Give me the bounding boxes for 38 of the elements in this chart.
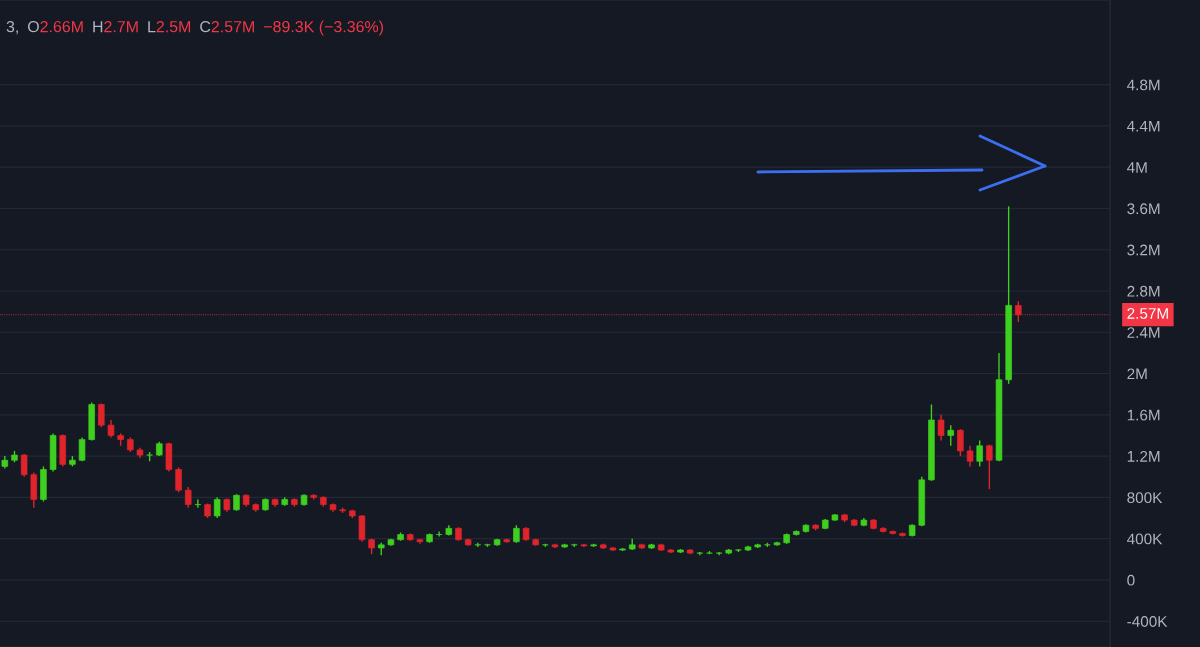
ref-line-label: 2.57M (1127, 308, 1168, 319)
candlestick (976, 439, 983, 468)
candlestick (966, 445, 974, 468)
annotation: −89.3K (−3.36%) (264, 20, 384, 36)
candlestick (213, 496, 221, 519)
annotation: 3, (6, 20, 18, 35)
annotation: 2.66M (40, 20, 83, 33)
candlestick (20, 453, 28, 478)
annotation: 2.57M (211, 20, 254, 33)
candlestick (175, 466, 182, 493)
annotation: C (200, 20, 211, 33)
candlestick (947, 424, 954, 447)
y-tick-label: 2M (1127, 368, 1147, 380)
annotation: L (148, 21, 156, 33)
y-tick-label: 1.2M (1127, 450, 1160, 462)
y-tick-label: 4M (1127, 162, 1147, 173)
candlestick (937, 414, 945, 442)
annotation: 2.7M (104, 20, 138, 33)
candlestick (1015, 300, 1022, 323)
annotation: O (28, 20, 39, 33)
candlestick (184, 486, 192, 509)
candlestick (957, 428, 964, 457)
candlestick (98, 402, 105, 428)
y-tick-label: 3.6M (1127, 203, 1160, 215)
y-tick-label: 2.8M (1127, 285, 1160, 297)
y-tick-label: 3.2M (1127, 244, 1160, 256)
y-tick-label: 400K (1127, 533, 1163, 545)
annotation: 2.5M (156, 20, 191, 33)
y-tick-label: -400K (1127, 616, 1168, 627)
candlestick (986, 444, 993, 490)
annotation: H (93, 21, 103, 33)
y-tick-label: 1.6M (1127, 409, 1160, 421)
candlestick (358, 514, 366, 543)
y-tick-label: 4.4M (1127, 120, 1160, 132)
y-tick-label: 800K (1127, 492, 1163, 504)
y-tick-label: 0 (1127, 574, 1135, 586)
y-tick-label: 2.4M (1127, 327, 1160, 338)
y-tick-label: 4.8M (1127, 79, 1160, 91)
